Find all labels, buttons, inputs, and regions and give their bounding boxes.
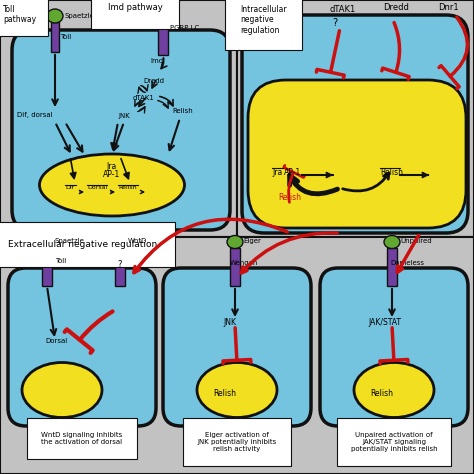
Text: Relish: Relish [380, 168, 403, 177]
Bar [158, 10, 168, 55]
Bar [237, 0, 474, 237]
Text: Dredd: Dredd [383, 3, 409, 12]
FancyBboxPatch shape [8, 268, 156, 426]
Text: Relish: Relish [213, 389, 237, 398]
Text: Wengen: Wengen [230, 260, 258, 266]
Text: Relish: Relish [371, 389, 393, 398]
Text: Relish: Relish [172, 108, 193, 114]
Text: Relish: Relish [278, 193, 301, 202]
Text: Spaetzle: Spaetzle [65, 13, 95, 19]
FancyBboxPatch shape [12, 30, 230, 230]
Bar [387, 248, 397, 286]
FancyBboxPatch shape [163, 268, 311, 426]
Ellipse shape [197, 363, 277, 418]
Text: Dif, dorsal: Dif, dorsal [17, 112, 53, 118]
FancyBboxPatch shape [320, 268, 468, 426]
Text: Eiger activation of
JNK potentially inhibits
relish activity: Eiger activation of JNK potentially inhi… [197, 432, 277, 452]
Text: WntD signaling inhibits
the activation of dorsal: WntD signaling inhibits the activation o… [41, 432, 123, 445]
Text: Unpaired activation of
JAK/STAT signaling
potentially inhibits relish: Unpaired activation of JAK/STAT signalin… [351, 432, 438, 452]
Text: Toll: Toll [55, 258, 66, 264]
Bar [0, 237, 474, 474]
Text: Dif: Dif [65, 185, 74, 190]
Bar [42, 248, 52, 286]
Ellipse shape [22, 363, 102, 418]
Ellipse shape [47, 9, 63, 23]
Text: Unpaired: Unpaired [400, 238, 432, 244]
Text: AP-1: AP-1 [284, 168, 301, 177]
Text: JAK/STAT: JAK/STAT [368, 318, 401, 327]
Text: Intracellular
negative
regulation: Intracellular negative regulation [240, 5, 287, 35]
Ellipse shape [354, 363, 434, 418]
Text: dTAK1: dTAK1 [330, 5, 356, 14]
Bar [230, 248, 240, 286]
Text: JNK: JNK [118, 113, 130, 119]
Bar [115, 248, 125, 286]
Text: Dorsal: Dorsal [87, 185, 107, 190]
Ellipse shape [227, 236, 243, 248]
FancyBboxPatch shape [242, 15, 468, 233]
Text: ?: ? [332, 18, 337, 28]
Text: Imd: Imd [150, 58, 163, 64]
Text: Relish: Relish [118, 185, 137, 190]
Text: Extracellular negative regulation: Extracellular negative regulation [8, 240, 157, 249]
Text: Dorsal: Dorsal [45, 338, 67, 344]
Ellipse shape [384, 236, 400, 248]
Text: Spaetzle: Spaetzle [55, 238, 85, 244]
Bar [51, 22, 59, 52]
Text: AP-1: AP-1 [103, 170, 120, 179]
Text: Jra: Jra [272, 168, 282, 177]
Text: Domeless: Domeless [390, 260, 424, 266]
Text: PGRP LC: PGRP LC [170, 25, 199, 31]
Text: dTAK1: dTAK1 [133, 95, 155, 101]
Text: Imd pathway: Imd pathway [108, 3, 163, 12]
FancyBboxPatch shape [248, 80, 466, 228]
Ellipse shape [39, 236, 55, 248]
Ellipse shape [39, 154, 184, 216]
Text: Jra: Jra [107, 162, 117, 171]
Text: Dredd: Dredd [143, 78, 164, 84]
Text: Toll: Toll [60, 34, 71, 40]
Text: ?: ? [118, 260, 122, 269]
Ellipse shape [112, 236, 128, 248]
Bar [0, 0, 237, 237]
Text: Dnr1: Dnr1 [438, 3, 459, 12]
Text: JNK: JNK [223, 318, 236, 327]
Text: Toll
pathway: Toll pathway [3, 5, 36, 24]
Text: Eiger: Eiger [243, 238, 261, 244]
Text: WntD: WntD [128, 238, 147, 244]
